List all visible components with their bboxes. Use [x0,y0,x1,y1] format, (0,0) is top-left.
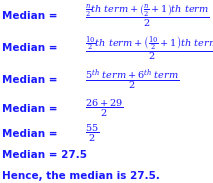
Text: Median =: Median = [2,11,61,20]
Text: Hence, the median is 27.5.: Hence, the median is 27.5. [2,171,160,181]
Text: Median =: Median = [2,104,61,114]
Text: Median =: Median = [2,129,61,139]
Text: Median = 27.5: Median = 27.5 [2,150,87,160]
Text: $\dfrac{\frac{n}{2}\mathit{th\ term} + \left(\frac{n}{2}+1\right)\mathit{th\ ter: $\dfrac{\frac{n}{2}\mathit{th\ term} + \… [85,3,210,29]
Text: $\dfrac{26 + 29}{2}$: $\dfrac{26 + 29}{2}$ [85,98,124,119]
Text: Median =: Median = [2,75,61,85]
Text: Median =: Median = [2,44,61,53]
Text: $\dfrac{55}{2}$: $\dfrac{55}{2}$ [85,123,100,144]
Text: $\dfrac{\frac{10}{2}\mathit{th\ term} + \left(\frac{10}{2}+1\right)\mathit{th\ t: $\dfrac{\frac{10}{2}\mathit{th\ term} + … [85,34,213,63]
Text: $\dfrac{5^{th}\ \mathit{term} + 6^{th}\ \mathit{term}}{2}$: $\dfrac{5^{th}\ \mathit{term} + 6^{th}\ … [85,67,180,92]
